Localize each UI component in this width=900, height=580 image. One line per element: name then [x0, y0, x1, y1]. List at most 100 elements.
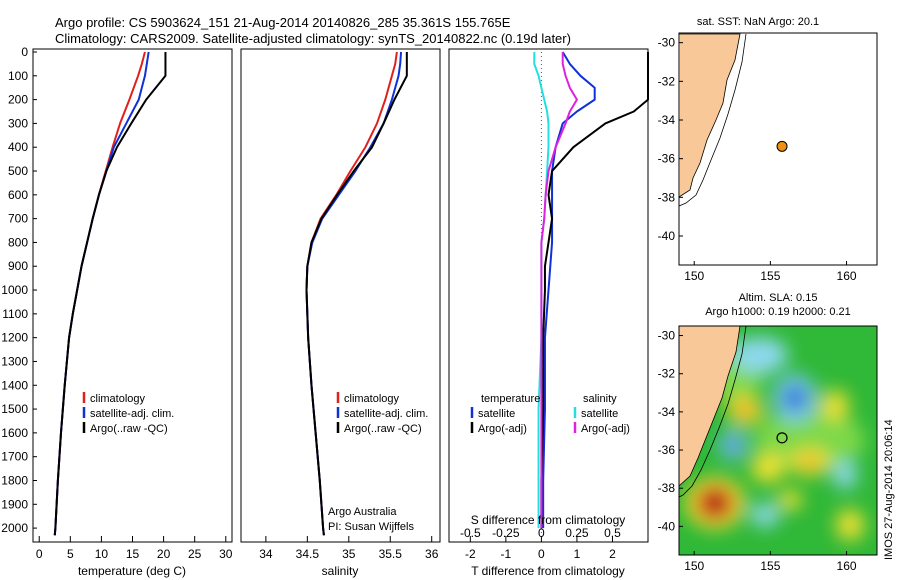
temperature-x-axis: 0 5 10 15 20 25 30	[36, 536, 233, 561]
lat-tick-label: -30	[658, 36, 676, 50]
sst-map-title: sat. SST: NaN Argo: 20.1	[697, 16, 819, 28]
x-tick-label: 2	[609, 547, 616, 561]
lon-tick-label: 160	[837, 269, 857, 283]
lon-tick-label: 155	[760, 559, 780, 573]
depth-tick-label: 1600	[1, 426, 28, 440]
figure-title-line1: Argo profile: CS 5903624_151 21-Aug-2014…	[55, 15, 511, 30]
depth-tick-label: 1500	[1, 402, 28, 416]
lon-tick-label: 150	[684, 559, 704, 573]
t-difference-xlabel: T difference from climatology	[471, 564, 625, 578]
lon-tick-label: 150	[684, 269, 704, 283]
lat-tick-label: -38	[658, 190, 676, 204]
annotation-argo-australia: Argo Australia	[328, 506, 397, 518]
argo-float-marker[interactable]	[776, 432, 788, 444]
legend-label-argo: Argo(..raw -QC)	[344, 423, 422, 435]
x-tick-label: 1	[574, 547, 581, 561]
x-tick-label: -2	[465, 547, 476, 561]
s-difference-xlabel: S difference from climatology	[471, 513, 626, 527]
coastline-land	[678, 33, 741, 198]
depth-tick-label: 1400	[1, 378, 28, 392]
sla-coastline-land	[679, 326, 741, 487]
depth-tick-label: 400	[8, 140, 28, 154]
depth-tick-label: 100	[8, 69, 28, 83]
shelf-contour	[678, 33, 747, 207]
difference-panel: -2 -1 0 1 2 -0.5 -0.25 0 0.25 0.5 T difference f…	[448, 48, 649, 578]
x-tick-label: 35.5	[379, 547, 403, 561]
depth-tick-label: 1300	[1, 354, 28, 368]
lat-tick-label: -30	[658, 329, 676, 343]
sla-shelf-contour	[679, 326, 747, 498]
lat-tick-label: -32	[658, 74, 676, 88]
sla-map-axes: 150 155 160 -30 -32 -34 -36 -38 -40	[658, 329, 857, 573]
depth-tick-label: 0	[21, 45, 28, 59]
x-tick-label: 34.5	[296, 547, 320, 561]
sla-map-frame	[678, 325, 878, 556]
lat-tick-label: -34	[658, 113, 676, 127]
x-tick-label: 34	[259, 547, 273, 561]
s-difference-tick-labels: -0.5 -0.25 0 0.25 0.5	[460, 526, 621, 540]
sla-map-title-line2: Argo h1000: 0.19 h2000: 0.21	[705, 306, 851, 318]
lon-tick-label: 160	[837, 559, 857, 573]
depth-tick-label: 2000	[1, 521, 28, 535]
s-tick-label: 0	[538, 526, 545, 540]
legend-heading-temperature: temperature	[481, 393, 540, 405]
series-line-temperature-satellite	[542, 51, 596, 529]
x-tick-label: 5	[67, 547, 74, 561]
depth-tick-label: 200	[8, 93, 28, 107]
x-tick-label: 36	[425, 547, 439, 561]
x-tick-label: -1	[501, 547, 512, 561]
salinity-panel: 34 34.5 35 35.5 36 salinity climatology sate…	[240, 48, 441, 578]
legend-label-s-satellite: satellite	[581, 408, 618, 420]
sst-map-axes: 150 155 160 -30 -32 -34 -36 -38 -40	[658, 36, 857, 283]
sla-map-title-line1: Altim. SLA: 0.15	[739, 292, 818, 304]
legend-label-satellite: satellite-adj. clim.	[90, 408, 174, 420]
legend-label-t-argo: Argo(-adj)	[478, 423, 527, 435]
depth-tick-label: 1200	[1, 331, 28, 345]
depth-tick-label: 1900	[1, 497, 28, 511]
s-tick-label: -0.25	[492, 526, 520, 540]
depth-tick-label: 500	[8, 164, 28, 178]
lat-tick-label: -40	[658, 519, 676, 533]
legend-label-argo: Argo(..raw -QC)	[90, 423, 168, 435]
depth-tick-label: 300	[8, 116, 28, 130]
t-difference-x-axis: -2 -1 0 1 2	[465, 536, 616, 561]
sst-map-panel: sat. SST: NaN Argo: 20.1 150 155 160 -30 -32…	[658, 16, 878, 283]
x-tick-label: 35	[342, 547, 356, 561]
argo-float-marker[interactable]	[776, 140, 788, 152]
legend-label-climatology: climatology	[90, 393, 146, 405]
series-line-salinity-argo-adj-	[540, 52, 578, 529]
x-tick-label: 10	[95, 547, 109, 561]
lat-tick-label: -34	[658, 405, 676, 419]
s-tick-label: 0.25	[565, 526, 589, 540]
x-tick-label: 0	[538, 547, 545, 561]
legend-label-s-argo: Argo(-adj)	[581, 423, 630, 435]
depth-tick-label: 1000	[1, 283, 28, 297]
lat-tick-label: -40	[658, 229, 676, 243]
lat-tick-label: -36	[658, 443, 676, 457]
series-line-argo-raw-qc-	[53, 52, 167, 536]
lon-tick-label: 155	[760, 269, 780, 283]
difference-legend: temperature salinity satellite Argo(-adj…	[470, 393, 630, 435]
lat-tick-label: -32	[658, 367, 676, 381]
salinity-axes-frame	[240, 48, 441, 543]
s-tick-label: -0.5	[460, 526, 481, 540]
x-tick-label: 15	[126, 547, 140, 561]
imos-credit: IMOS 27-Aug-2014 20:06:14	[883, 419, 895, 560]
temperature-series	[53, 51, 167, 536]
lat-tick-label: -38	[658, 481, 676, 495]
legend-heading-salinity: salinity	[583, 393, 617, 405]
depth-tick-label: 1700	[1, 450, 28, 464]
salinity-xlabel: salinity	[322, 564, 359, 578]
temperature-axes-frame	[32, 48, 233, 543]
legend-label-satellite: satellite-adj. clim.	[344, 408, 428, 420]
depth-axis: 0 100 200 300 400 500 600 700 800 900 1000 1100 1200…	[1, 45, 37, 535]
figure-title-line2: Climatology: CARS2009. Satellite-adjuste…	[55, 31, 571, 46]
sla-map-panel: Altim. SLA: 0.15 Argo h1000: 0.19 h2000:…	[658, 292, 878, 573]
series-line-argo-raw-qc-	[305, 52, 408, 536]
x-tick-label: 20	[157, 547, 171, 561]
temperature-xlabel: temperature (deg C)	[78, 564, 186, 578]
lat-tick-label: -36	[658, 152, 676, 166]
x-tick-label: 0	[36, 547, 43, 561]
s-tick-label: 0.5	[604, 526, 621, 540]
